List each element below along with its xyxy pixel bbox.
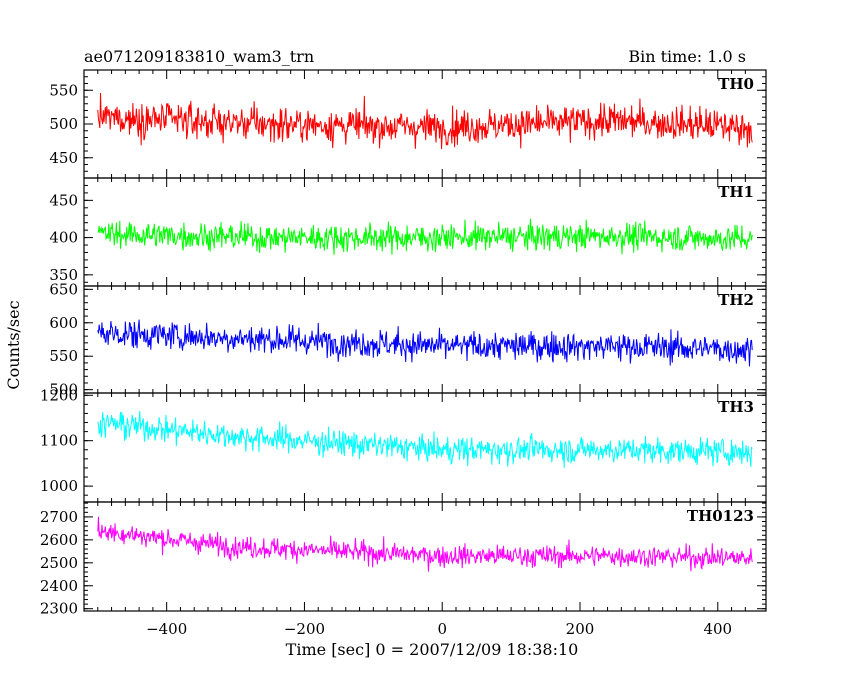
panel-label-th0123: TH0123 [687,507,754,525]
y-tick-label: 450 [49,191,78,209]
panel-th0: 450 500 550 TH0 [49,69,767,179]
series-line-th3 [97,411,753,468]
panel-frame [83,501,767,612]
series-line-th0 [97,92,753,150]
panel-th1: 350 400 450 TH1 [49,177,767,287]
y-tick-label: 400 [49,229,78,247]
y-tick-label: 2600 [40,531,78,549]
y-tick-label: 350 [49,266,78,284]
bin-time-label: Bin time: 1.0 s [628,47,746,66]
panel-th2: 500 550 600 650 TH2 [49,280,767,399]
panel-th3: 1000 1100 1200 TH3 [40,386,767,503]
y-tick-label: 550 [49,81,78,99]
y-tick-label: 2700 [40,508,78,526]
y-tick-label: 1100 [40,432,78,450]
y-tick-label: 1200 [40,386,78,404]
series-line-th2 [97,319,753,367]
chart-title: ae071209183810_wam3_trn [84,47,314,66]
panel-label-th3: TH3 [718,398,754,416]
y-tick-label: 600 [49,314,78,332]
panel-label-th0: TH0 [718,75,754,93]
panel-th0123: 2300 2400 2500 2600 2700 TH0123 [40,501,767,618]
x-tick-label: 0 [437,620,447,638]
y-tick-label: 2400 [40,577,78,595]
y-tick-label: 2500 [40,554,78,572]
y-tick-label: 650 [49,280,78,298]
x-axis-label: Time [sec] 0 = 2007/12/09 18:38:10 [286,640,579,659]
series-line-th1 [97,218,753,255]
x-axis: −400 −200 0 200 400 [146,620,732,638]
series-line-th0123 [97,516,753,572]
y-tick-label: 1000 [40,477,78,495]
y-tick-label: 500 [49,381,78,399]
y-tick-label: 500 [49,115,78,133]
y-tick-label: 450 [49,149,78,167]
panel-label-th2: TH2 [718,291,754,309]
y-tick-label: 2300 [40,600,78,618]
x-tick-label: −200 [284,620,325,638]
y-tick-label: 550 [49,347,78,365]
x-tick-label: 400 [703,620,732,638]
x-tick-label: 200 [566,620,595,638]
x-tick-label: −400 [146,620,187,638]
panels-group: 450 500 550 TH0 350 400 450 TH1 500 550 600 650 TH2 1… [40,69,767,618]
panel-label-th1: TH1 [718,183,754,201]
y-axis-label: Counts/sec [4,300,23,389]
